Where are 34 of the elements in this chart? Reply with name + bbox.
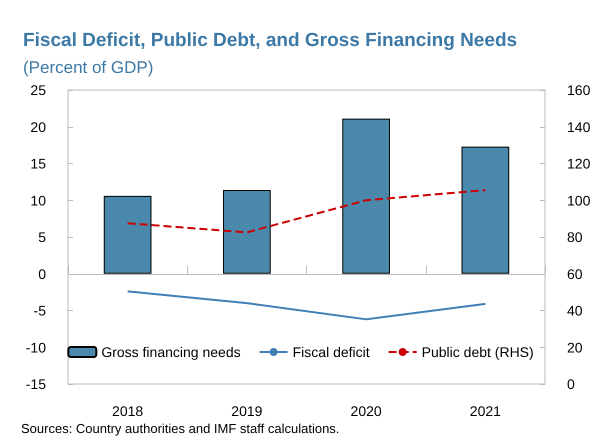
y2-tick-label: 80	[567, 229, 583, 245]
bar	[104, 196, 152, 274]
x-tick-label: 2020	[350, 403, 382, 419]
y-tick-label: 20	[30, 118, 46, 135]
y2-tick-label: 100	[567, 192, 591, 208]
chart-subtitle: (Percent of GDP)	[23, 58, 154, 77]
x-tick-label: 2021	[470, 403, 502, 419]
y2-tick-label: 120	[567, 156, 591, 172]
legend-label: Gross financing needs	[101, 344, 241, 360]
y-tick-label: -10	[26, 339, 46, 356]
line-series	[126, 290, 486, 320]
y-tick-label: 15	[30, 156, 46, 172]
y2-tick-label: 60	[567, 266, 583, 282]
y-tick-label: 0	[38, 266, 46, 282]
x-tick-label: 2019	[231, 403, 263, 419]
y2-tick-label: 40	[567, 302, 583, 318]
legend-label: Public debt (RHS)	[422, 344, 534, 360]
y2-tick-label: 0	[567, 376, 575, 392]
bar	[342, 118, 390, 274]
y-tick-label: 5	[38, 229, 46, 245]
y2-tick-label: 160	[567, 82, 591, 98]
y2-tick-label: 140	[567, 118, 591, 135]
line-series	[126, 189, 486, 234]
y2-tick-label: 20	[567, 339, 583, 356]
legend-label: Fiscal deficit	[292, 344, 370, 360]
source-note: Sources: Country authorities and IMF staff calculations.	[21, 421, 340, 436]
y-tick-label: -5	[34, 302, 46, 318]
y-tick-label: -15	[26, 376, 46, 392]
y-tick-label: 25	[30, 82, 46, 98]
chart-title: Fiscal Deficit, Public Debt, and Gross Financing Needs	[23, 30, 518, 51]
y-tick-label: 10	[30, 192, 46, 208]
bar	[223, 190, 271, 274]
bar	[462, 146, 510, 274]
x-tick-label: 2018	[112, 403, 144, 419]
